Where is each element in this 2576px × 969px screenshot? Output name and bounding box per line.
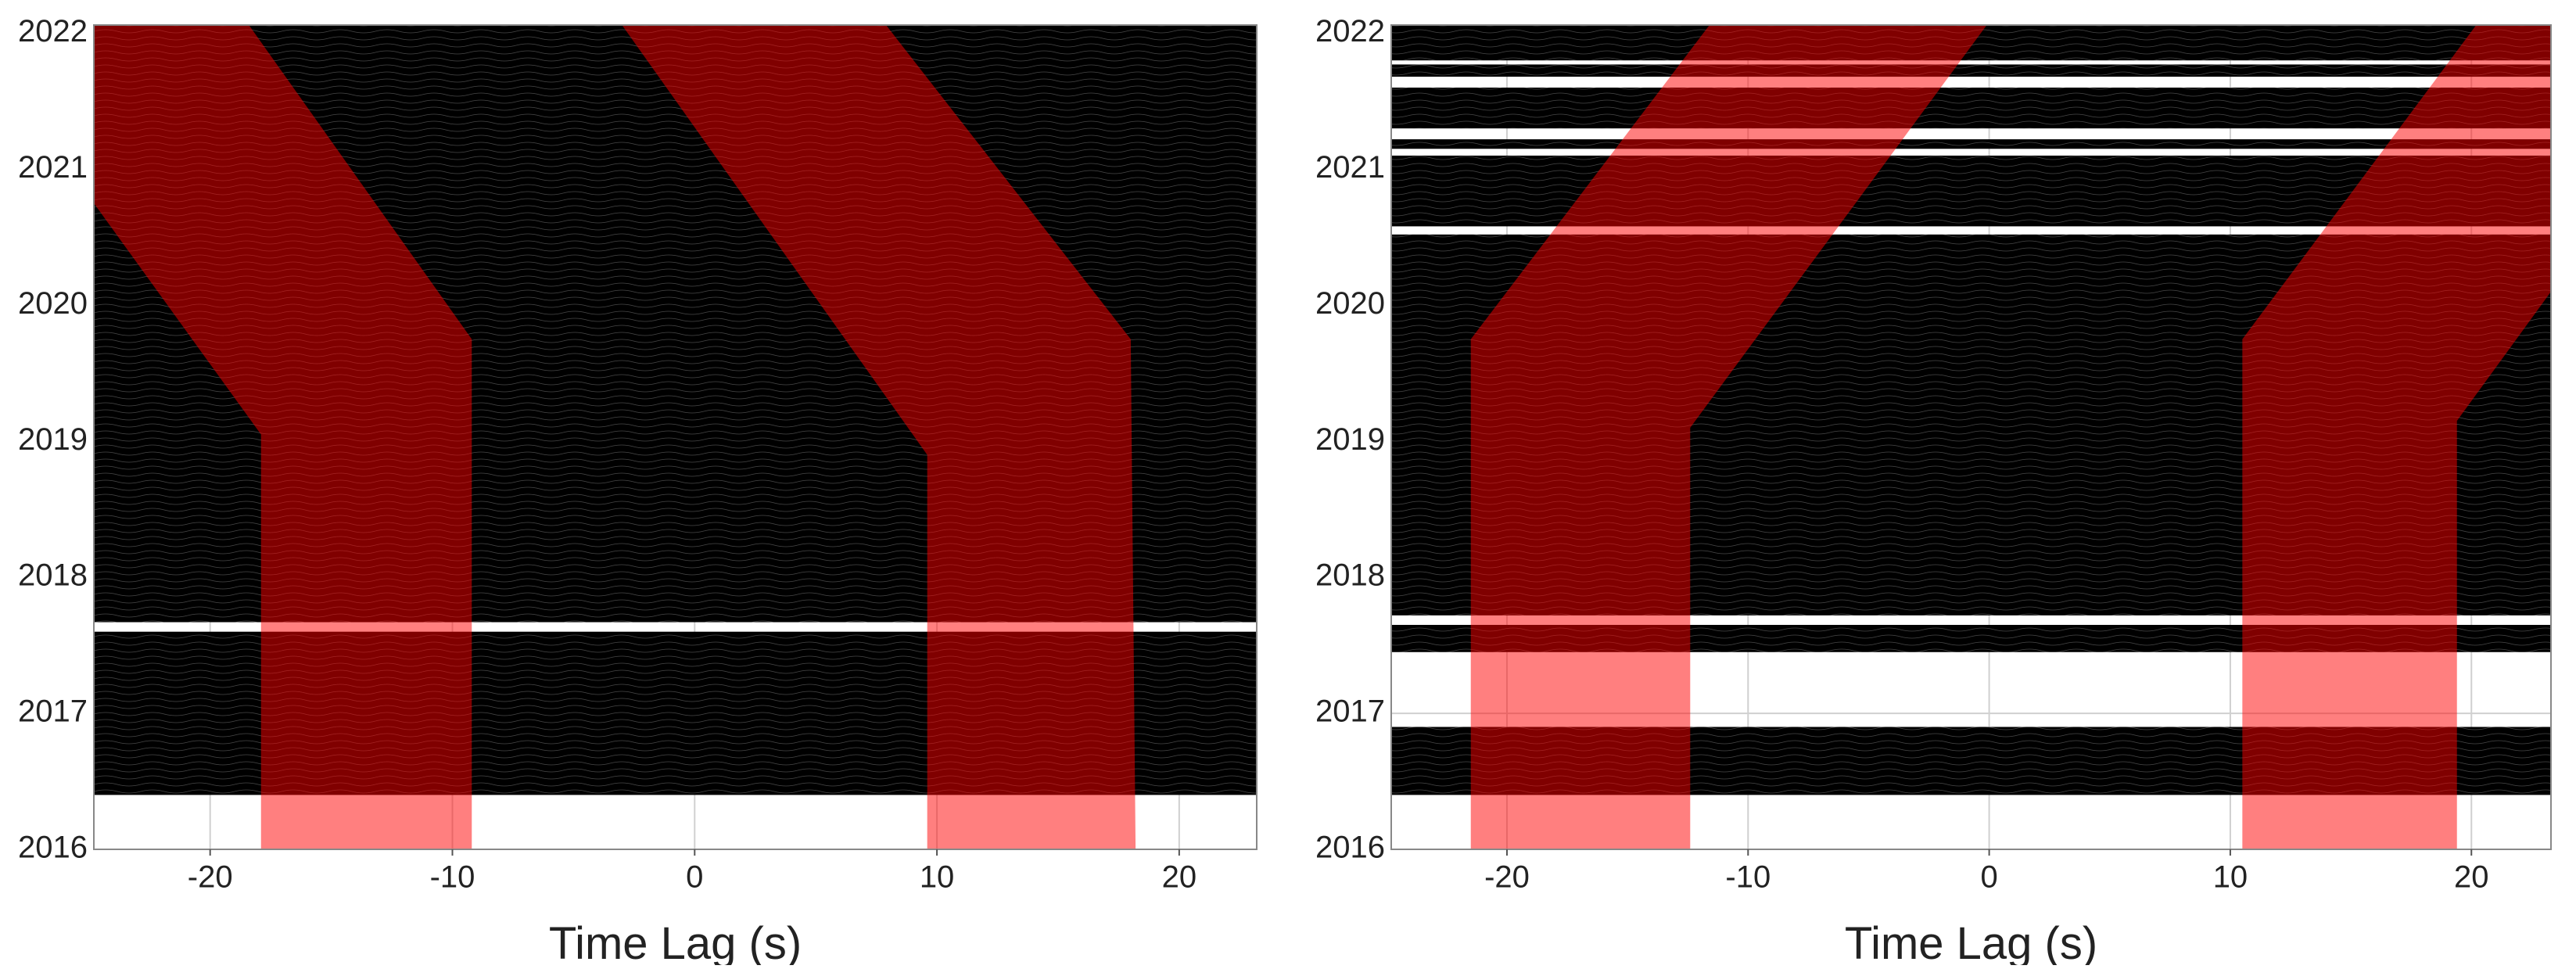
y-tick-label: 2018 bbox=[18, 558, 88, 593]
x-axis-label: Time Lag (s) bbox=[1845, 918, 2097, 965]
trace-texture bbox=[1391, 64, 2551, 77]
plot-body bbox=[94, 25, 1257, 849]
window bbox=[94, 25, 472, 849]
x-tick-label: 0 bbox=[1980, 860, 1997, 895]
y-tick-label: 2017 bbox=[18, 694, 88, 729]
x-tick-label: 10 bbox=[920, 860, 955, 895]
window bbox=[2242, 25, 2551, 849]
x-tick-label: 20 bbox=[1162, 860, 1197, 895]
y-tick-label: 2019 bbox=[1315, 422, 1385, 457]
y-tick-label: 2016 bbox=[1315, 831, 1385, 865]
x-axis-label: Time Lag (s) bbox=[549, 918, 802, 965]
y-tick-label: 2020 bbox=[1315, 286, 1385, 321]
panel: -20 -10 0 10 20 2016 2017 2018 2019 2020 2021 2022 T… bbox=[1315, 14, 2552, 969]
y-tick-label: 2022 bbox=[18, 14, 88, 48]
plot-frame bbox=[1390, 24, 2552, 850]
y-tick-label: 2020 bbox=[18, 286, 88, 321]
trace-texture bbox=[1391, 88, 2551, 129]
x-tick-label: 0 bbox=[686, 860, 703, 895]
trace-texture bbox=[1391, 139, 2551, 149]
y-tick-label: 2021 bbox=[18, 150, 88, 185]
y-tick-label: 2016 bbox=[18, 831, 88, 865]
plot-body bbox=[1391, 25, 2551, 849]
x-tick-label: 10 bbox=[2213, 860, 2248, 895]
x-tick-label: -10 bbox=[1725, 860, 1771, 895]
y-tick-label: 2021 bbox=[1315, 150, 1385, 185]
y-tick-label: 2018 bbox=[1315, 558, 1385, 593]
x-tick-label: -20 bbox=[1484, 860, 1530, 895]
y-tick-label: 2019 bbox=[18, 422, 88, 457]
window bbox=[1470, 25, 1987, 849]
plot-frame bbox=[93, 24, 1258, 850]
panel: -20 -10 0 10 20 2016 2017 2018 2019 2020 2021 2022 T… bbox=[18, 14, 1258, 969]
y-tick-label: 2022 bbox=[1315, 14, 1385, 48]
x-tick-label: 20 bbox=[2454, 860, 2489, 895]
window bbox=[622, 25, 1136, 849]
x-tick-label: -20 bbox=[188, 860, 233, 895]
x-tick-label: -10 bbox=[430, 860, 475, 895]
y-tick-label: 2017 bbox=[1315, 694, 1385, 729]
